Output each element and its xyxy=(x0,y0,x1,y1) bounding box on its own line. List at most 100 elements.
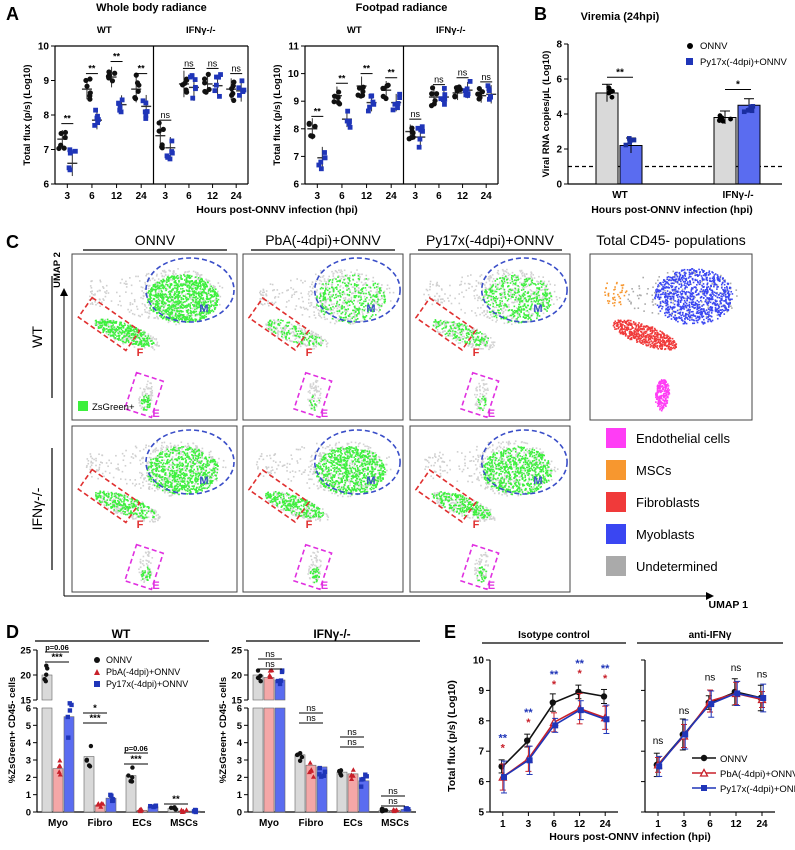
c-cell-zsgreen xyxy=(327,283,330,286)
c-cell-zsgreen xyxy=(205,301,208,304)
c-cell-undetermined xyxy=(511,301,513,304)
c-cell-zsgreen xyxy=(434,319,437,321)
c-cell-undetermined xyxy=(367,278,370,280)
c-cell-fibroblast xyxy=(482,341,484,343)
c-cell-zsgreen xyxy=(537,301,540,303)
c-cell-zsgreen xyxy=(129,324,132,327)
a-point-py17x xyxy=(322,155,328,161)
c-cell-fibroblast xyxy=(473,347,475,349)
c-cell-myoblast xyxy=(335,319,337,322)
c-cell-zsgreen xyxy=(525,316,527,319)
c-cell-zsgreen xyxy=(306,339,308,341)
c-cell-zsgreen xyxy=(527,299,530,301)
c-cell-undetermined xyxy=(157,299,159,301)
c-cell-undetermined xyxy=(164,316,167,319)
c-cell-myoblast xyxy=(494,285,497,287)
c-cell-zsgreen xyxy=(208,311,210,314)
c-cell-undetermined xyxy=(534,305,537,308)
c-cell-myoblast xyxy=(512,316,514,319)
c-cell-zsgreen xyxy=(285,324,287,327)
c-cell-zsgreen xyxy=(365,278,368,280)
c-cell-endothelial xyxy=(151,389,154,392)
c-cell-zsgreen xyxy=(145,409,148,411)
c-cell-myoblast xyxy=(515,295,518,298)
c-cell-zsgreen xyxy=(143,401,146,404)
c-cell-zsgreen xyxy=(171,311,174,314)
c-cell-zsgreen xyxy=(175,307,178,310)
c-cell-myoblast xyxy=(365,289,368,292)
c-cell-zsgreen xyxy=(188,317,191,319)
c-cell-zsgreen xyxy=(369,296,372,299)
c-cell-zsgreen xyxy=(137,330,139,333)
c-cell-zsgreen xyxy=(486,342,488,344)
a-x-tick-label: 24 xyxy=(231,191,243,202)
c-cell-zsgreen xyxy=(206,285,209,288)
c-cell-fibroblast xyxy=(468,343,471,346)
c-cell-zsgreen xyxy=(170,311,173,313)
c-region-label-m: M xyxy=(366,303,375,315)
c-cell-undetermined xyxy=(513,289,515,292)
c-cell-undetermined xyxy=(339,285,342,287)
c-cell-zsgreen xyxy=(509,314,512,317)
c-column-header: ONNV xyxy=(135,232,176,248)
c-cell-zsgreen xyxy=(336,288,338,290)
c-cell-zsgreen xyxy=(322,296,325,298)
c-cell-myoblast xyxy=(144,294,147,296)
c-cell-myoblast xyxy=(372,303,375,305)
c-cell-zsgreen xyxy=(548,299,551,302)
c-cell-zsgreen xyxy=(176,300,179,302)
c-cell-zsgreen xyxy=(371,301,373,303)
c-cell-myoblast xyxy=(338,275,341,278)
c-cell-zsgreen xyxy=(170,276,173,278)
c-cell-undetermined xyxy=(286,301,288,303)
c-cell-zsgreen xyxy=(325,308,327,311)
c-cell-zsgreen xyxy=(460,328,463,331)
c-cell-zsgreen xyxy=(533,300,536,302)
c-cell-zsgreen xyxy=(519,301,521,303)
c-cell-myoblast xyxy=(148,312,151,315)
c-cell-zsgreen xyxy=(189,307,192,310)
c-cell-zsgreen xyxy=(523,278,526,281)
c-cell-zsgreen xyxy=(180,310,183,312)
c-cell-undetermined xyxy=(215,479,218,482)
c-cell-zsgreen xyxy=(170,313,172,316)
panel-letter-a: A xyxy=(6,4,19,24)
c-cell-zsgreen xyxy=(115,330,117,333)
c-cell-zsgreen xyxy=(211,290,213,292)
c-cell-myoblast xyxy=(496,319,498,322)
c-cell-zsgreen xyxy=(542,298,545,301)
c-cell-zsgreen xyxy=(184,295,186,298)
c-cell-fibroblast xyxy=(133,327,135,329)
c-cell-endothelial xyxy=(139,387,142,390)
c-cell-fibroblast xyxy=(310,339,313,342)
c-cell-fibroblast xyxy=(466,328,469,330)
c-cell-undetermined xyxy=(201,450,204,453)
c-cell-undetermined xyxy=(486,288,488,291)
c-cell-zsgreen xyxy=(498,288,500,291)
c-cell-undetermined xyxy=(558,297,561,299)
c-cell-myoblast xyxy=(371,305,373,307)
c-cell-endothelial xyxy=(150,385,153,388)
c-cell-undetermined xyxy=(371,300,373,302)
c-cell-zsgreen xyxy=(375,286,378,288)
c-cell-fibroblast xyxy=(459,342,462,344)
c-cell-zsgreen xyxy=(467,332,469,334)
c-cell-zsgreen xyxy=(467,336,469,338)
a-sig-label: ns xyxy=(411,109,421,119)
c-cell-myoblast xyxy=(310,302,312,304)
c-cell-myoblast xyxy=(530,274,532,276)
a-point-py17x xyxy=(72,148,78,154)
c-cell-zsgreen xyxy=(162,285,165,287)
c-cell-zsgreen xyxy=(144,344,147,346)
c-cell-zsgreen xyxy=(546,288,548,291)
c-cell-zsgreen xyxy=(295,341,297,343)
c-cell-zsgreen xyxy=(357,277,360,280)
c-cell-zsgreen xyxy=(143,342,146,345)
c-cell-zsgreen xyxy=(203,308,205,311)
c-cell-msc xyxy=(440,288,443,290)
c-cell-fibroblast xyxy=(273,329,276,332)
c-cell-zsgreen xyxy=(161,293,164,295)
c-cell-zsgreen xyxy=(170,306,173,308)
c-cell-endothelial xyxy=(313,404,316,407)
c-cell-zsgreen xyxy=(293,341,295,343)
